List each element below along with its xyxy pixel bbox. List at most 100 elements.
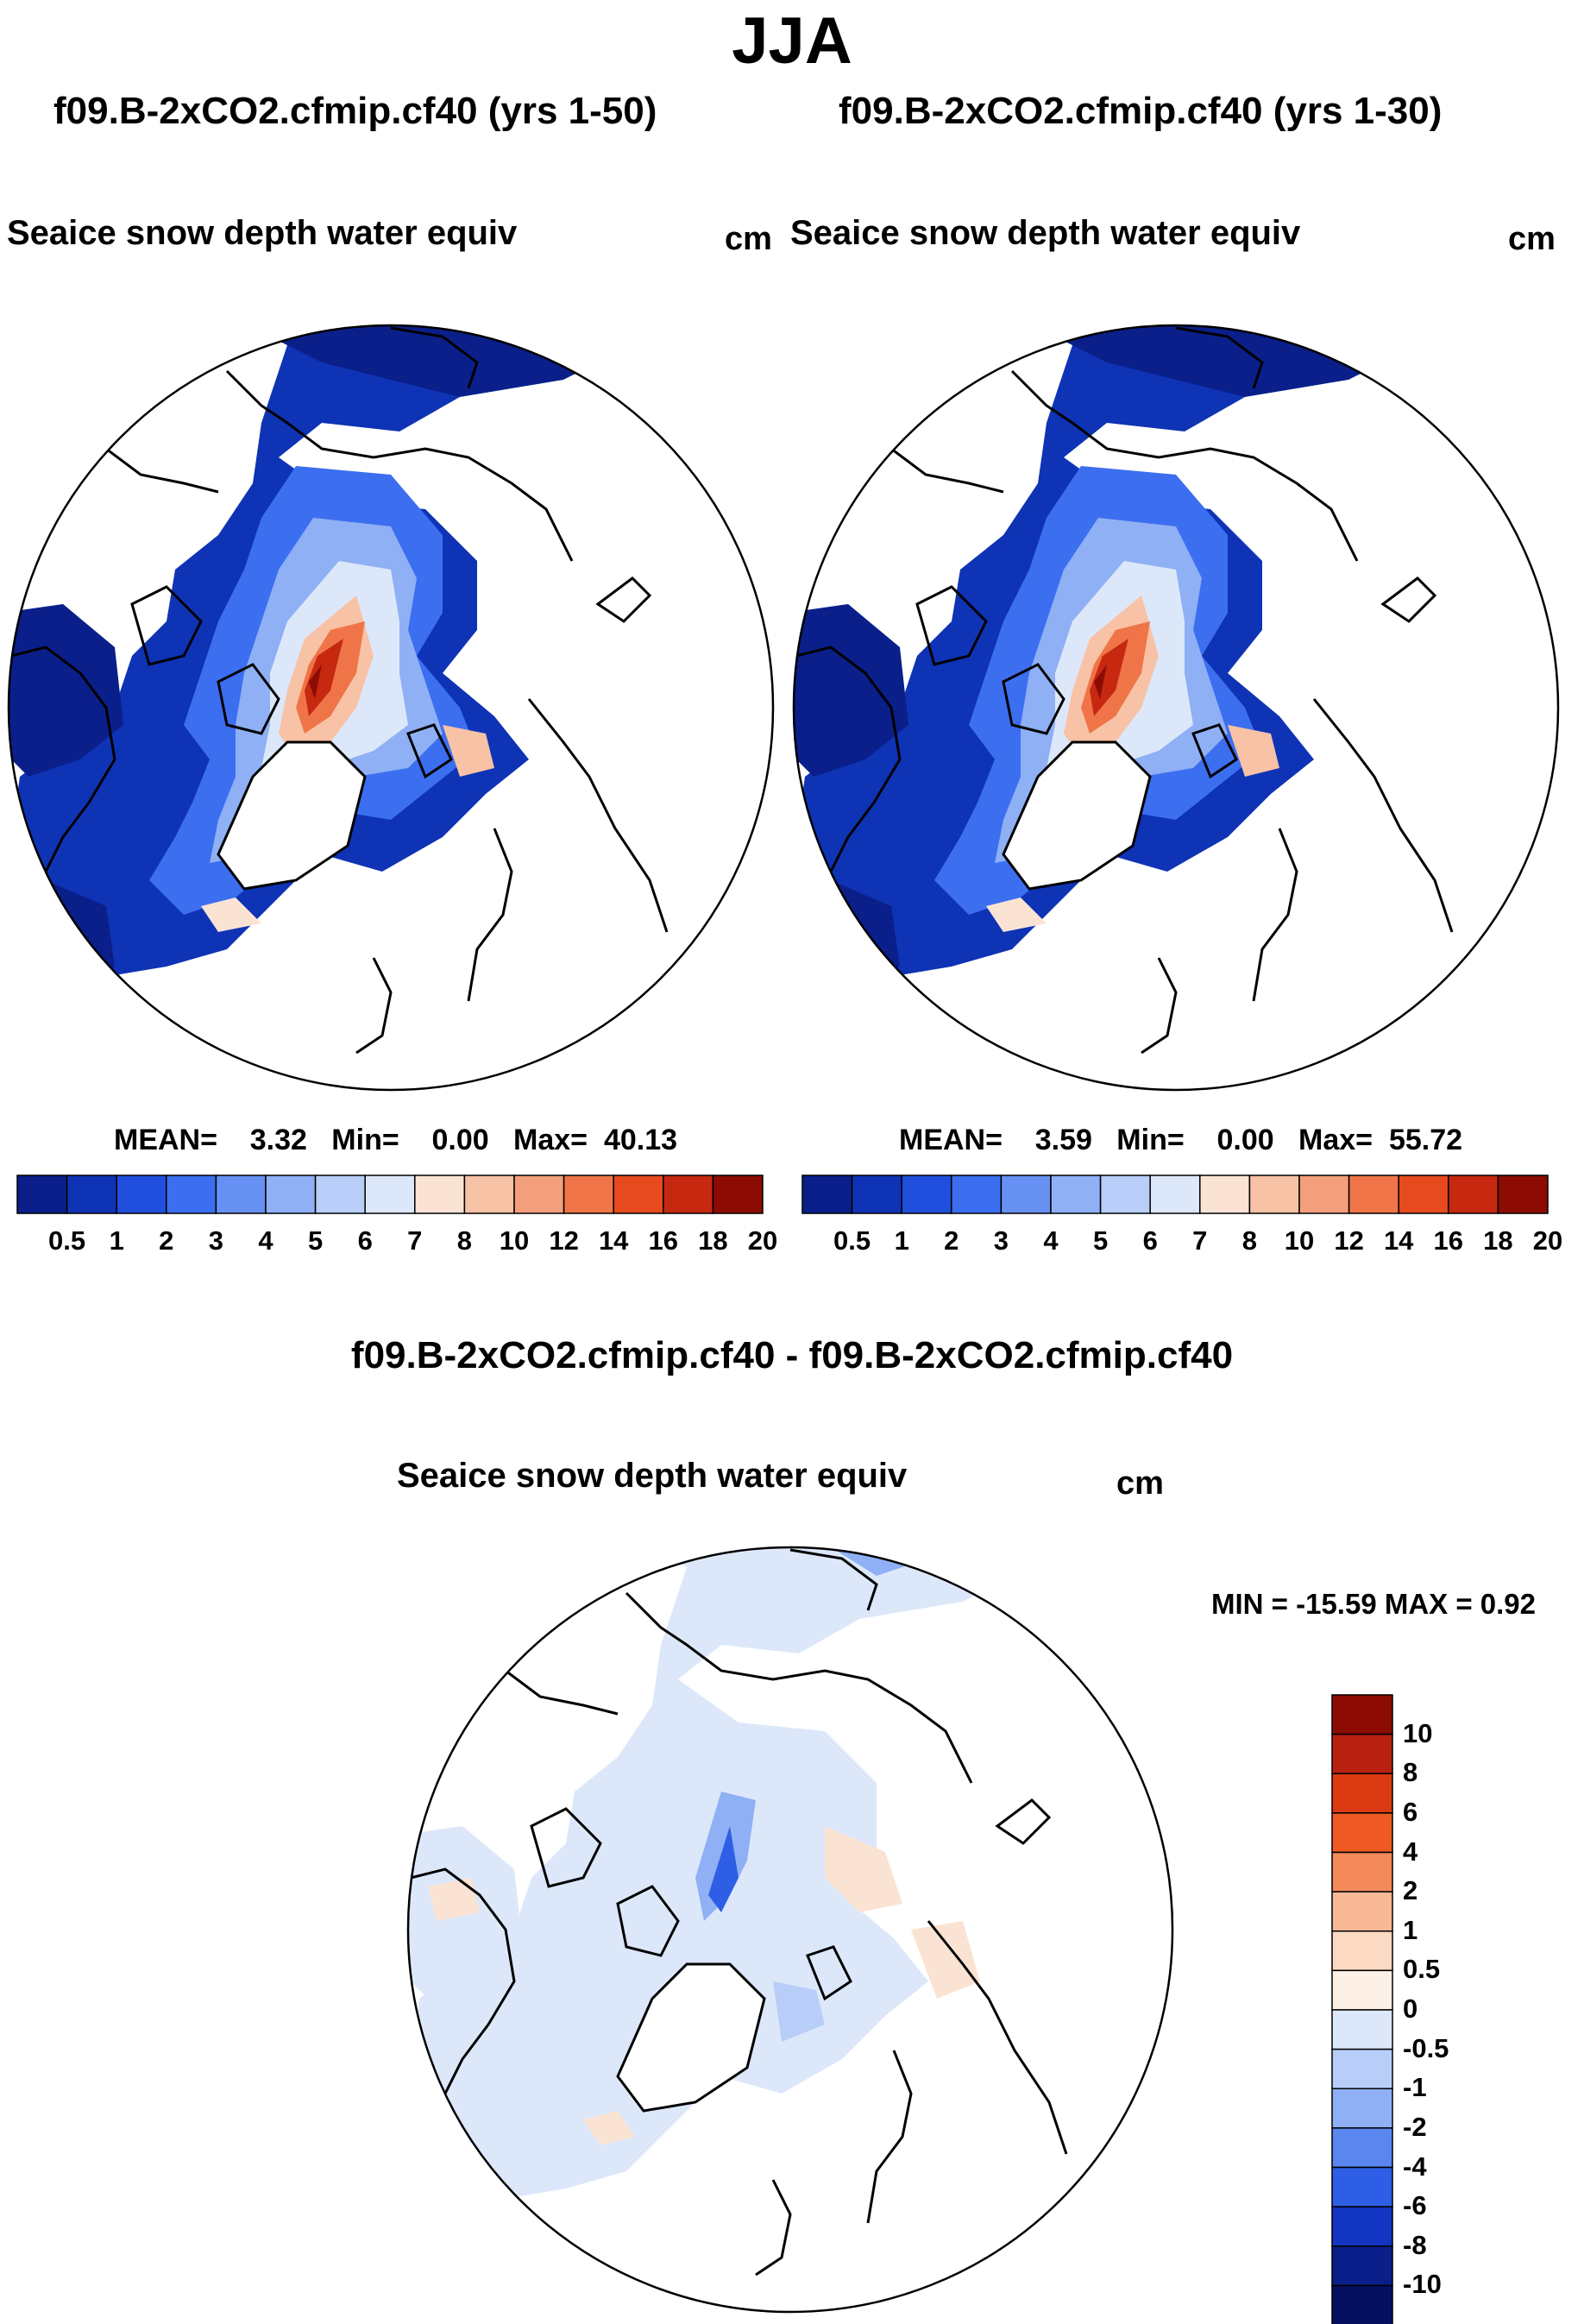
diff-field-title: Seaice snow depth water equiv (397, 1457, 908, 1495)
panel2-max-value: 55.72 (1388, 1124, 1463, 1156)
colorbar-tick-label: 16 (648, 1225, 679, 1256)
colorbar-tick-label: 20 (1532, 1225, 1563, 1256)
panel2-mean-value: 3.59 (1034, 1124, 1092, 1156)
colorbar-swatch (1331, 2127, 1393, 2169)
panel2-map (792, 324, 1560, 1092)
colorbar-swatch (663, 1175, 714, 1214)
colorbar-swatch (1331, 1930, 1393, 1972)
panel1-max-value: 40.13 (603, 1124, 678, 1156)
colorbar-tick-label: 2 (944, 1225, 959, 1256)
panel1-colorbar (16, 1175, 764, 1214)
panel1-min-value: 0.00 (431, 1124, 489, 1156)
colorbar-tick-label: 10 (1403, 1717, 1433, 1748)
colorbar-tick-label: 8 (456, 1225, 473, 1256)
colorbar-tick-label: 2 (159, 1225, 174, 1256)
colorbar-tick-label: 12 (1334, 1225, 1364, 1256)
colorbar-tick-label: 1 (894, 1225, 909, 1256)
colorbar-swatch (1099, 1175, 1151, 1214)
colorbar-swatch (1497, 1175, 1549, 1214)
colorbar-swatch (364, 1175, 416, 1214)
colorbar-tick-label: 4 (1403, 1836, 1418, 1867)
panel2-mean-label: MEAN= (899, 1124, 1003, 1156)
panel2-min-value: 0.00 (1216, 1124, 1274, 1156)
panel2-units: cm (1508, 221, 1556, 257)
colorbar-tick-label: 3 (208, 1225, 224, 1256)
colorbar-swatch (1331, 1812, 1393, 1854)
colorbar-tick-label: -4 (1403, 2151, 1427, 2182)
colorbar-tick-label: 18 (698, 1225, 728, 1256)
colorbar-swatch (712, 1175, 764, 1214)
colorbar-tick-label: 2 (1403, 1875, 1418, 1906)
colorbar-swatch (265, 1175, 317, 1214)
panel2-field-title: Seaice snow depth water equiv (790, 214, 1301, 252)
colorbar-swatch (1331, 2206, 1393, 2247)
colorbar-swatch (1331, 2088, 1393, 2129)
diff-colorbar (1331, 1694, 1393, 2324)
panel1-min-label: Min= (331, 1124, 399, 1156)
colorbar-swatch (1331, 1969, 1393, 2011)
panel1-map (7, 324, 775, 1092)
colorbar-tick-label: 12 (549, 1225, 579, 1256)
panel1-max-label: Max= (513, 1124, 588, 1156)
colorbar-tick-label: 7 (407, 1225, 423, 1256)
colorbar-tick-label: 8 (1403, 1757, 1418, 1788)
panel1-mean-value: 3.32 (249, 1124, 307, 1156)
colorbar-tick-label: 6 (357, 1225, 373, 1256)
colorbar-swatch (1050, 1175, 1102, 1214)
colorbar-swatch (801, 1175, 853, 1214)
colorbar-swatch (1331, 2048, 1393, 2089)
colorbar-swatch (1448, 1175, 1499, 1214)
colorbar-swatch (1199, 1175, 1251, 1214)
colorbar-swatch (116, 1175, 167, 1214)
colorbar-tick-label: -10 (1403, 2269, 1442, 2300)
colorbar-tick-label: 5 (1092, 1225, 1109, 1256)
panel2-stats: MEAN= 3.59 Min= 0.00 Max= 55.72 (899, 1124, 1462, 1157)
colorbar-swatch (414, 1175, 466, 1214)
colorbar-swatch (613, 1175, 664, 1214)
colorbar-swatch (1398, 1175, 1449, 1214)
colorbar-tick-label: -8 (1403, 2229, 1427, 2260)
colorbar-tick-label: 0 (1403, 1993, 1418, 2024)
colorbar-tick-label: 20 (747, 1225, 778, 1256)
colorbar-tick-label: -6 (1403, 2190, 1427, 2221)
colorbar-swatch (1331, 1694, 1393, 1735)
colorbar-swatch (1248, 1175, 1300, 1214)
colorbar-tick-label: 1 (109, 1225, 124, 1256)
colorbar-tick-label: 7 (1192, 1225, 1208, 1256)
panel2-max-label: Max= (1298, 1124, 1373, 1156)
colorbar-tick-label: 8 (1241, 1225, 1258, 1256)
colorbar-tick-label: 16 (1433, 1225, 1464, 1256)
colorbar-tick-label: -2 (1403, 2111, 1427, 2142)
colorbar-swatch (16, 1175, 68, 1214)
colorbar-swatch (166, 1175, 217, 1214)
colorbar-swatch (1331, 2245, 1393, 2287)
panel2-min-label: Min= (1116, 1124, 1185, 1156)
diff-minmax: MIN = -15.59 MAX = 0.92 (1211, 1588, 1537, 1620)
colorbar-tick-label: 0.5 (48, 1225, 86, 1256)
colorbar-tick-label: 5 (307, 1225, 324, 1256)
colorbar-swatch (563, 1175, 614, 1214)
panel2-colorbar (801, 1175, 1549, 1214)
season-title: JJA (732, 4, 852, 78)
colorbar-swatch (1331, 2284, 1393, 2324)
panel2-case-title: f09.B-2xCO2.cfmip.cf40 (yrs 1-30) (839, 90, 1443, 132)
colorbar-swatch (314, 1175, 366, 1214)
colorbar-swatch (513, 1175, 565, 1214)
colorbar-swatch (1149, 1175, 1201, 1214)
colorbar-tick-label: 3 (993, 1225, 1009, 1256)
colorbar-tick-label: -1 (1403, 2072, 1427, 2103)
colorbar-tick-label: -0.5 (1403, 2032, 1449, 2063)
panel1-units: cm (725, 221, 772, 257)
colorbar-tick-label: 14 (598, 1225, 629, 1256)
colorbar-swatch (1331, 1733, 1393, 1774)
colorbar-swatch (215, 1175, 267, 1214)
colorbar-swatch (463, 1175, 515, 1214)
colorbar-swatch (851, 1175, 902, 1214)
diff-units: cm (1116, 1465, 1164, 1502)
colorbar-tick-label: 6 (1142, 1225, 1158, 1256)
colorbar-tick-label: 4 (1043, 1225, 1059, 1256)
diff-map (406, 1546, 1174, 2314)
colorbar-tick-label: 10 (499, 1225, 530, 1256)
colorbar-tick-label: 1 (1403, 1914, 1418, 1945)
